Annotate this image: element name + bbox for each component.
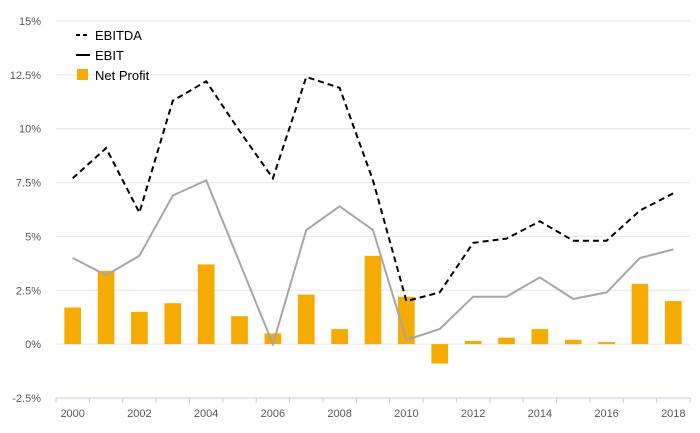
x-tick-label: 2014 bbox=[528, 408, 552, 420]
net-profit-bar bbox=[598, 341, 615, 345]
y-tick-label: -2.5% bbox=[12, 393, 41, 405]
x-tick-label: 2018 bbox=[661, 408, 685, 420]
net-profit-bar bbox=[498, 337, 515, 345]
net-profit-bar bbox=[331, 329, 348, 345]
series-line-ebitda bbox=[72, 75, 674, 303]
net-profit-bar bbox=[431, 344, 449, 364]
x-tick-label: 2002 bbox=[127, 408, 151, 420]
net-profit-bar bbox=[364, 255, 382, 345]
y-tick-label: 15% bbox=[19, 16, 41, 28]
y-tick-label: 2.5% bbox=[16, 285, 41, 297]
legend-label-ebitda: EBITDA bbox=[95, 28, 142, 43]
net-profit-bar bbox=[297, 294, 315, 345]
net-profit-bar bbox=[564, 339, 582, 345]
legend-item-net-profit: Net Profit bbox=[77, 68, 150, 83]
x-tick-label: 2010 bbox=[394, 408, 418, 420]
x-tick-label: 2012 bbox=[461, 408, 485, 420]
series-line-ebit bbox=[72, 179, 674, 348]
legend-item-ebitda: EBITDA bbox=[76, 28, 142, 43]
net-profit-bar bbox=[664, 301, 682, 345]
x-tick-label: 2006 bbox=[261, 408, 285, 420]
net-profit-bar bbox=[398, 296, 415, 345]
legend-item-ebit: EBIT bbox=[76, 48, 124, 63]
net-profit-bar bbox=[131, 311, 148, 345]
net-profit-bar bbox=[164, 303, 182, 345]
x-axis-tick-labels: 2000 2002 2004 2006 2008 2010 2012 2014 2016 2018 bbox=[60, 408, 685, 420]
y-tick-label: 12.5% bbox=[10, 70, 41, 82]
series-lines bbox=[72, 75, 674, 348]
legend-swatch-net-profit bbox=[77, 69, 88, 80]
net-profit-bar bbox=[264, 333, 282, 345]
legend-label-net-profit: Net Profit bbox=[95, 68, 150, 83]
net-profit-bar bbox=[197, 264, 215, 345]
net-profit-bar bbox=[531, 329, 549, 345]
x-tick-label: 2004 bbox=[194, 408, 218, 420]
net-profit-bar bbox=[64, 307, 82, 345]
net-profit-bar bbox=[97, 270, 115, 345]
x-tick-label: 2016 bbox=[594, 408, 618, 420]
legend: EBITDA EBIT Net Profit bbox=[76, 28, 150, 83]
net-profit-bar bbox=[631, 283, 649, 345]
net-profit-bar bbox=[464, 340, 482, 345]
net-profit-bar bbox=[231, 316, 248, 345]
x-axis bbox=[55, 397, 691, 403]
x-tick-label: 2000 bbox=[60, 408, 84, 420]
y-axis-tick-labels: -2.5% 0% 2.5% 5% 7.5% 10% 12.5% 15% bbox=[10, 16, 41, 405]
y-tick-label: 0% bbox=[25, 339, 41, 351]
legend-label-ebit: EBIT bbox=[95, 48, 124, 63]
y-tick-label: 10% bbox=[19, 124, 41, 136]
net-profit-bars bbox=[64, 255, 682, 364]
y-tick-label: 7.5% bbox=[16, 178, 41, 190]
y-tick-label: 5% bbox=[25, 231, 41, 243]
x-tick-label: 2008 bbox=[327, 408, 351, 420]
